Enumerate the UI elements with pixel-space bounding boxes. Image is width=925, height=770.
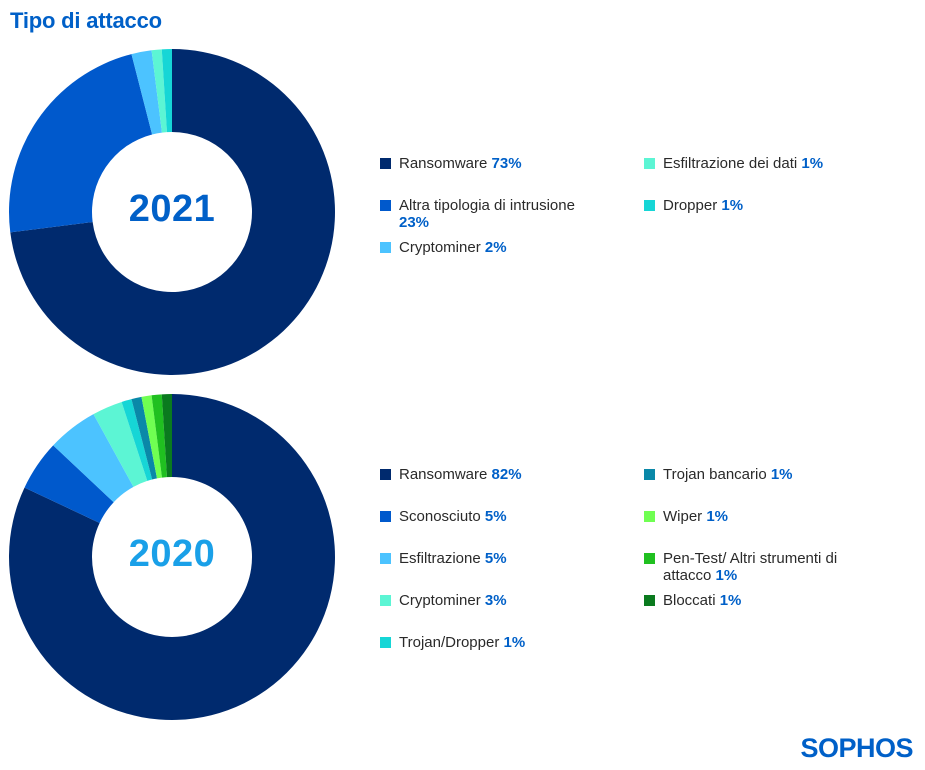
legend-swatch: [380, 158, 391, 169]
slice-2020-pen-test-altri-strumenti-di-attacco: [151, 394, 167, 478]
legend-text: Pen-Test/ Altri strumenti di attacco 1%: [663, 550, 844, 584]
slice-2020-esfiltrazione: [53, 414, 134, 503]
legend-item-2020-bloccati: Bloccati 1%: [644, 592, 874, 609]
legend-value: 5%: [484, 508, 507, 525]
sophos-logo: SOPHOS: [800, 733, 913, 763]
legend-value: 2%: [484, 239, 507, 256]
legend-item-2020-pen-test-altri-strumenti-di-attacco: Pen-Test/ Altri strumenti di attacco 1%: [644, 550, 844, 584]
legend-item-2021-dropper: Dropper 1%: [644, 197, 874, 214]
legend-text: Ransomware 82%: [399, 466, 522, 483]
legend-value: 1%: [801, 155, 824, 172]
slice-2021-altra-tipologia-di-intrusione: [8, 54, 153, 233]
legend-value: 1%: [706, 508, 729, 525]
legend-text: Trojan/Dropper 1%: [399, 634, 525, 651]
legend-item-2020-trojan-bancario: Trojan bancario 1%: [644, 466, 874, 483]
legend-item-2020-wiper: Wiper 1%: [644, 508, 874, 525]
legend-swatch: [380, 595, 391, 606]
legend-label: Wiper: [663, 508, 707, 525]
slice-2020-cryptominer: [93, 401, 148, 487]
legend-label: Trojan/Dropper: [399, 634, 504, 651]
legend-text: Esfiltrazione dei dati 1%: [663, 155, 823, 172]
legend-swatch: [380, 469, 391, 480]
legend-label: Bloccati: [663, 592, 720, 609]
legend-item-2020-esfiltrazione: Esfiltrazione 5%: [380, 550, 610, 567]
slice-2021-dropper: [161, 49, 172, 133]
legend-value: 1%: [719, 592, 742, 609]
slice-2021-esfiltrazione-dei-dati: [151, 49, 167, 133]
slice-2021-cryptominer: [131, 50, 162, 135]
legend-item-2020-ransomware: Ransomware 82%: [380, 466, 610, 483]
legend-label: Esfiltrazione dei dati: [663, 155, 802, 172]
legend-text: Esfiltrazione 5%: [399, 550, 507, 567]
legend-label: Esfiltrazione: [399, 550, 485, 567]
legend-value: 1%: [715, 567, 738, 584]
legend-item-2021-ransomware: Ransomware 73%: [380, 155, 610, 172]
legend-item-2021-esfiltrazione-dei-dati: Esfiltrazione dei dati 1%: [644, 155, 874, 172]
legend-text: Sconosciuto 5%: [399, 508, 507, 525]
slice-2020-trojan-dropper: [121, 399, 153, 481]
legend-value: 5%: [484, 550, 507, 567]
legend-swatch: [644, 469, 655, 480]
legend-label: Altra tipologia di intrusione: [399, 197, 575, 214]
slice-2021-ransomware: [10, 49, 335, 376]
legend-swatch: [380, 200, 391, 211]
legend-label: Dropper: [663, 197, 722, 214]
legend-value: 3%: [484, 592, 507, 609]
legend-label: Cryptominer: [399, 239, 485, 256]
legend-text: Trojan bancario 1%: [663, 466, 793, 483]
legend-label: Pen-Test/ Altri strumenti di attacco: [663, 550, 838, 584]
legend-item-2021-altra-tipologia-di-intrusione: Altra tipologia di intrusione 23%: [380, 197, 580, 231]
legend-swatch: [380, 637, 391, 648]
slice-2020-sconosciuto: [24, 445, 114, 523]
legend-value: 1%: [721, 197, 744, 214]
legend-swatch: [644, 511, 655, 522]
center-label-2021: 2021: [128, 188, 216, 230]
legend-label: Cryptominer: [399, 592, 485, 609]
legend-item-2021-cryptominer: Cryptominer 2%: [380, 239, 610, 256]
legend-value: 82%: [491, 466, 522, 483]
legend-swatch: [644, 553, 655, 564]
legend-text: Cryptominer 2%: [399, 239, 507, 256]
legend-text: Altra tipologia di intrusione 23%: [399, 197, 580, 231]
legend-label: Trojan bancario: [663, 466, 771, 483]
slice-2020-ransomware: [8, 394, 335, 720]
legend-label: Sconosciuto: [399, 508, 485, 525]
legend-swatch: [380, 553, 391, 564]
legend-swatch: [380, 242, 391, 253]
slice-2020-wiper: [141, 395, 162, 479]
slice-2020-bloccati: [161, 394, 172, 478]
legend-label: Ransomware: [399, 155, 492, 172]
legend-text: Cryptominer 3%: [399, 592, 507, 609]
legend-item-2020-sconosciuto: Sconosciuto 5%: [380, 508, 610, 525]
legend-text: Bloccati 1%: [663, 592, 741, 609]
donut-chart-2020: [8, 394, 335, 720]
legend-swatch: [644, 200, 655, 211]
legend-value: 1%: [770, 466, 793, 483]
legend-value: 73%: [491, 155, 522, 172]
legend-value: 23%: [399, 214, 430, 231]
legend-text: Wiper 1%: [663, 508, 728, 525]
slice-2020-trojan-bancario: [131, 396, 158, 480]
legend-text: Ransomware 73%: [399, 155, 522, 172]
center-label-2020: 2020: [128, 533, 216, 575]
legend-item-2020-trojan-dropper: Trojan/Dropper 1%: [380, 634, 610, 651]
chart-title: Tipo di attacco: [10, 8, 162, 33]
donut-chart-2021: [8, 49, 335, 376]
legend-swatch: [380, 511, 391, 522]
legend-text: Dropper 1%: [663, 197, 743, 214]
legend-value: 1%: [503, 634, 526, 651]
legend-swatch: [644, 158, 655, 169]
legend-label: Ransomware: [399, 466, 492, 483]
legend-swatch: [644, 595, 655, 606]
legend-item-2020-cryptominer: Cryptominer 3%: [380, 592, 610, 609]
